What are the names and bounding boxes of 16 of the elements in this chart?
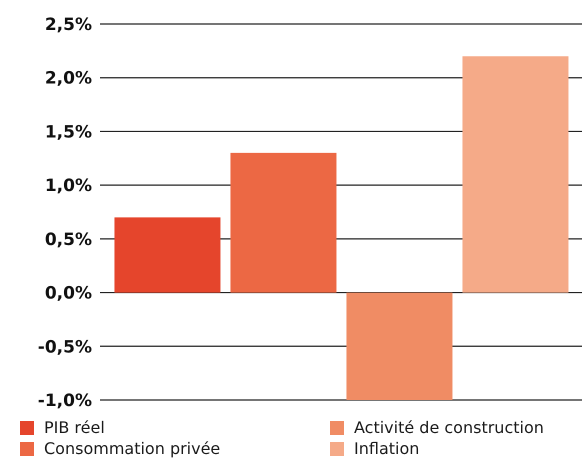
bar bbox=[230, 152, 336, 293]
y-tick-label: 1,5% bbox=[44, 122, 92, 142]
y-tick-label: 2,0% bbox=[44, 68, 92, 89]
y-tick-label: -0,5% bbox=[38, 337, 92, 358]
y-tick-label: 0,5% bbox=[44, 230, 92, 250]
legend-label: Consommation privée bbox=[44, 439, 220, 458]
bar bbox=[346, 292, 452, 400]
bar bbox=[462, 56, 568, 293]
legend-label: Activité de construction bbox=[354, 418, 544, 437]
y-tick-label: 2,5% bbox=[44, 15, 92, 36]
bar bbox=[114, 217, 220, 293]
y-tick-label: 0,0% bbox=[44, 284, 92, 304]
legend-label: PIB réel bbox=[44, 418, 105, 437]
legend-label: Inflation bbox=[354, 439, 420, 458]
y-tick-label: -1,0% bbox=[38, 391, 92, 412]
y-tick-label: 1,0% bbox=[44, 176, 92, 196]
